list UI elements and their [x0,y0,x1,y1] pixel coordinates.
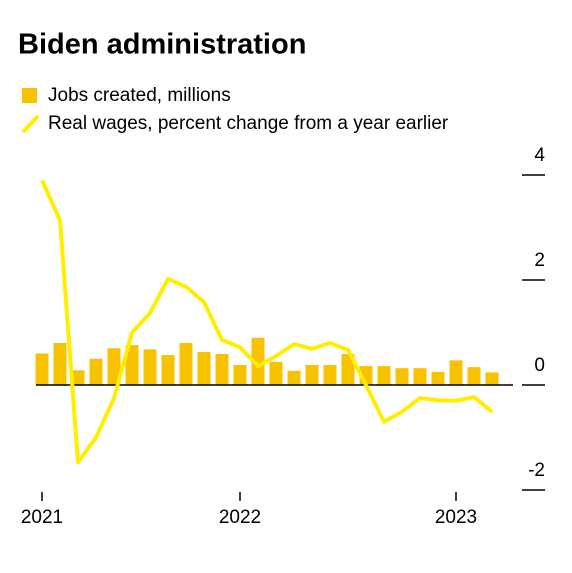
bar [323,365,337,385]
bar [107,348,121,385]
bar [197,351,211,385]
legend-swatch [22,88,37,103]
bar [431,371,445,385]
bar [305,365,319,385]
legend-label: Real wages, percent change from a year e… [48,113,449,134]
bar [395,368,409,385]
x-tick-label: 2022 [219,507,261,528]
x-tick-label: 2021 [21,507,63,528]
bar [287,370,301,385]
bar [467,367,481,385]
legend-label: Jobs created, millions [48,85,231,106]
bar [89,358,103,385]
bar [53,343,67,385]
legend-swatch [21,114,40,134]
y-tick-label: 2 [534,250,545,271]
bar [449,360,463,385]
y-tick-label: -2 [528,460,545,481]
chart-title: Biden administration [18,29,306,61]
bar [341,354,355,385]
x-tick-label: 2023 [435,507,477,528]
bar [377,366,391,385]
bar [269,361,283,385]
bar [125,345,139,385]
bar [143,349,157,385]
bar [161,355,175,385]
bar [215,354,229,385]
bar [413,368,427,385]
y-tick-label: 4 [534,145,545,166]
bar [233,365,247,385]
bar [179,343,193,385]
bar [251,337,265,385]
bar [35,353,49,385]
bar [485,372,499,385]
bar [71,370,85,385]
line [40,179,494,465]
y-tick-label: 0 [534,355,545,376]
